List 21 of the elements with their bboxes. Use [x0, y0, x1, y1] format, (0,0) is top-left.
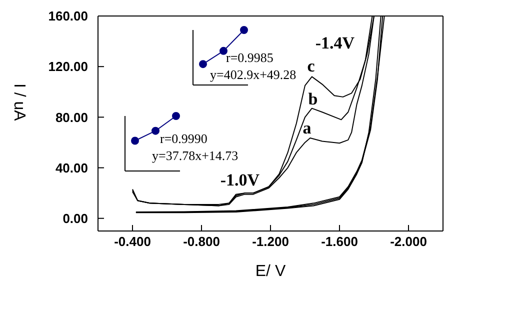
- annotation: r=0.9990: [159, 130, 208, 147]
- x-tick-label: -0.400: [114, 234, 151, 250]
- x-tick-label: -1.600: [321, 234, 358, 250]
- y-tick-label: 160.00: [48, 8, 88, 24]
- x-tick-label: -0.800: [183, 234, 220, 250]
- annotation: a: [302, 118, 312, 138]
- annotation: b: [308, 90, 318, 108]
- annotation: r=0.9985: [225, 49, 274, 66]
- y-tick-label: 40.00: [55, 160, 88, 176]
- x-tick-label: -2.000: [390, 234, 427, 250]
- annotation: y=402.9x+49.28: [210, 66, 296, 83]
- annotation: -1.4V: [315, 34, 356, 52]
- annotation: c: [307, 56, 316, 76]
- annotation: y=37.78x+14.73: [152, 147, 238, 164]
- x-tick-label: -1.200: [252, 234, 289, 250]
- y-tick-label: 80.00: [55, 110, 88, 125]
- annotation: -1.0V: [220, 170, 260, 190]
- y-tick-label: 0.00: [62, 210, 88, 226]
- y-axis-title: I / uA: [10, 84, 28, 122]
- x-axis-title: E/ V: [255, 263, 286, 280]
- y-tick-label: 120.00: [48, 59, 88, 74]
